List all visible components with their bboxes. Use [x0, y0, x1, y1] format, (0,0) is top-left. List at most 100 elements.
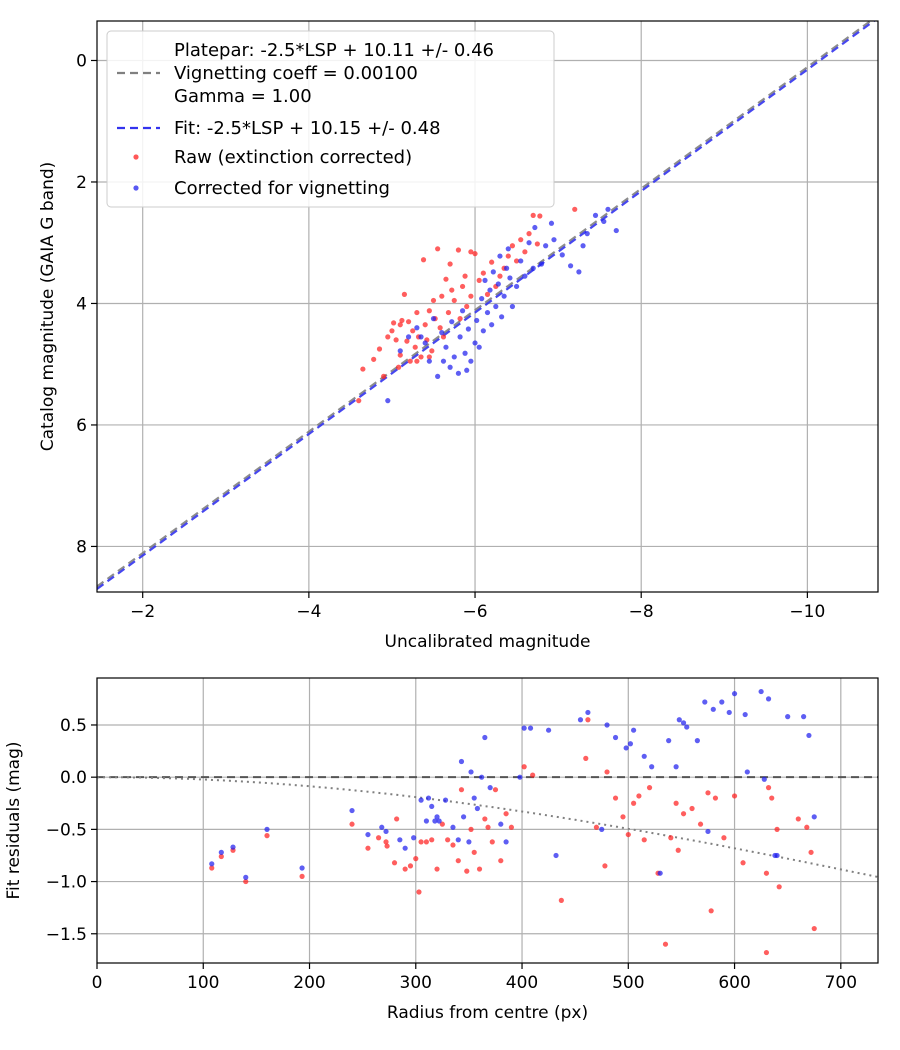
data-point	[360, 366, 366, 372]
bottom-reference-lines	[97, 776, 879, 878]
data-point	[534, 241, 540, 247]
data-point	[416, 889, 422, 895]
data-point	[631, 800, 637, 806]
data-point	[572, 206, 578, 212]
data-point	[763, 949, 770, 956]
data-point	[460, 814, 467, 820]
data-point	[712, 795, 719, 801]
data-point	[218, 853, 224, 860]
data-point	[551, 237, 557, 243]
data-point	[585, 709, 591, 716]
legend-entry-label: Raw (extinction corrected)	[174, 147, 412, 168]
data-point	[740, 860, 746, 866]
data-point	[401, 291, 408, 297]
data-point	[518, 258, 524, 264]
data-point	[487, 287, 493, 293]
data-point	[689, 805, 695, 812]
data-point	[726, 709, 732, 716]
data-point	[432, 818, 438, 824]
data-point	[395, 364, 402, 370]
data-point	[439, 330, 445, 336]
data-point	[530, 772, 536, 778]
data-point	[710, 706, 716, 712]
data-point	[631, 727, 637, 733]
data-point	[447, 364, 453, 370]
data-point	[517, 774, 523, 780]
data-point	[537, 213, 543, 219]
bottom-axes-frame	[96, 677, 879, 964]
data-point	[774, 852, 780, 859]
data-point	[811, 814, 817, 820]
data-point	[472, 251, 478, 257]
data-point	[602, 863, 608, 869]
data-point	[577, 717, 584, 723]
data-point	[521, 764, 527, 770]
data-point	[418, 334, 424, 340]
y-tick-label: −1.0	[46, 873, 87, 893]
data-point	[450, 842, 456, 848]
data-point	[599, 826, 605, 832]
data-point	[218, 849, 224, 855]
data-point	[389, 328, 395, 334]
data-point	[299, 865, 305, 871]
data-point	[437, 325, 443, 331]
data-point	[394, 816, 400, 822]
fit-line	[97, 21, 873, 588]
data-point	[430, 297, 437, 304]
data-point	[459, 308, 466, 314]
data-point	[527, 725, 534, 731]
data-point	[476, 866, 483, 872]
data-point	[404, 338, 410, 344]
data-point	[440, 334, 447, 340]
data-point	[430, 316, 437, 322]
top-scatter-points	[356, 206, 619, 404]
data-point	[668, 835, 674, 841]
y-tick-label: 0	[76, 51, 87, 71]
data-point	[806, 732, 812, 739]
data-point	[435, 246, 441, 252]
data-point	[429, 803, 435, 810]
data-point	[484, 309, 491, 316]
data-point	[785, 714, 791, 720]
data-point	[774, 826, 780, 832]
data-point	[434, 866, 440, 872]
data-point	[758, 688, 764, 695]
data-point	[209, 861, 215, 867]
data-point	[459, 283, 466, 290]
data-point	[680, 720, 687, 726]
data-point	[410, 328, 416, 334]
y-tick-label: 8	[76, 537, 87, 557]
data-point	[583, 755, 589, 761]
data-point	[576, 269, 582, 275]
data-point	[641, 753, 647, 759]
data-point	[804, 824, 810, 830]
data-point	[371, 356, 377, 362]
data-point	[503, 811, 509, 817]
data-point	[513, 283, 520, 290]
data-point	[657, 870, 663, 876]
data-point	[513, 258, 520, 264]
x-tick-label: −6	[463, 602, 488, 622]
data-point	[509, 303, 516, 310]
data-point	[673, 764, 679, 770]
data-point	[489, 322, 495, 328]
data-point	[521, 725, 527, 731]
data-point	[482, 816, 488, 822]
data-point	[407, 863, 414, 869]
x-tick-label: 400	[506, 973, 538, 993]
top-y-axis-label: Catalog magnitude (GAIA G band)	[38, 162, 58, 452]
data-point	[440, 358, 447, 364]
data-point	[449, 319, 455, 325]
top-tick-labels: −2 −4 −6 −8 −10 0 2 4 6 8	[76, 51, 825, 622]
data-point	[480, 270, 486, 276]
data-point	[468, 769, 474, 775]
bottom-grid	[96, 678, 878, 963]
data-point	[526, 231, 532, 237]
data-point	[613, 227, 619, 234]
data-point	[413, 856, 419, 862]
data-point	[230, 844, 236, 850]
data-point	[429, 837, 435, 843]
bottom-x-axis-label: Radius from centre (px)	[387, 1003, 588, 1023]
x-tick-label: 500	[612, 973, 644, 993]
data-point	[412, 344, 418, 350]
